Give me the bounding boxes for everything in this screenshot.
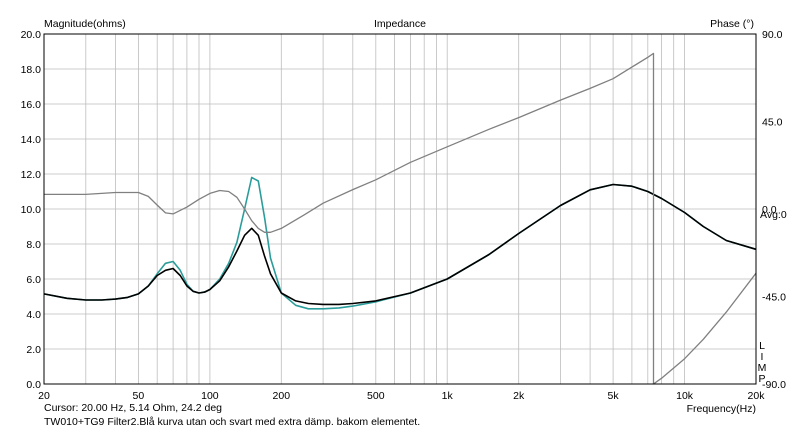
y-tick-label-left: 16.0: [21, 99, 42, 111]
magnitude-series-teal: [43, 176, 757, 310]
x-tick-label: 10k: [676, 390, 694, 402]
y-tick-label-left: 8.0: [26, 239, 41, 251]
avg-label: Avg:0: [760, 209, 787, 221]
plot-frame: [43, 33, 757, 385]
y-tick-label-right: 45.0: [762, 117, 783, 129]
x-tick-label: 20: [38, 390, 50, 402]
y-tick-label-left: 12.0: [21, 169, 42, 181]
y-tick-label-right: 90.0: [762, 29, 783, 41]
x-axis-label: Frequency(Hz): [687, 403, 756, 415]
y-tick-label-right: -45.0: [762, 292, 786, 304]
y-axis-label-right: Phase (°): [710, 18, 754, 30]
x-tick-label: 5k: [608, 390, 620, 402]
side-label-letter: I: [761, 351, 764, 363]
cursor-readout: Cursor: 20.00 Hz, 5.14 Ohm, 24.2 deg: [44, 402, 223, 414]
x-tick-label: 1k: [442, 390, 454, 402]
y-tick-label-left: 14.0: [21, 134, 42, 146]
x-tick-label: 50: [133, 390, 145, 402]
y-tick-label-left: 2.0: [26, 344, 41, 356]
chart-description: TW010+TG9 Filter2.Blå kurva utan och sva…: [44, 416, 421, 428]
x-tick-label: 2k: [513, 390, 525, 402]
y-axis-label-left: Magnitude(ohms): [44, 18, 126, 30]
x-tick-label: 200: [273, 390, 291, 402]
chart-title: Impedance: [374, 18, 426, 30]
x-tick-label: 100: [201, 390, 219, 402]
y-tick-label-left: 18.0: [21, 64, 42, 76]
y-tick-label-left: 10.0: [21, 204, 42, 216]
x-tick-label: 500: [367, 390, 385, 402]
magnitude-series-black: [43, 183, 757, 306]
side-label-letter: P: [758, 373, 765, 385]
side-label-letter: L: [759, 340, 765, 352]
y-tick-label-right: 0.0: [762, 204, 777, 216]
phase-series-line: [44, 52, 757, 385]
y-tick-label-left: 6.0: [26, 274, 41, 286]
side-label-letter: M: [758, 362, 767, 374]
x-tick-label: 20k: [748, 390, 766, 402]
y-tick-label-left: 20.0: [21, 29, 42, 41]
y-tick-label-left: 4.0: [26, 309, 41, 321]
y-tick-label-right: -90.0: [762, 379, 786, 391]
y-tick-label-left: 0.0: [26, 379, 41, 391]
